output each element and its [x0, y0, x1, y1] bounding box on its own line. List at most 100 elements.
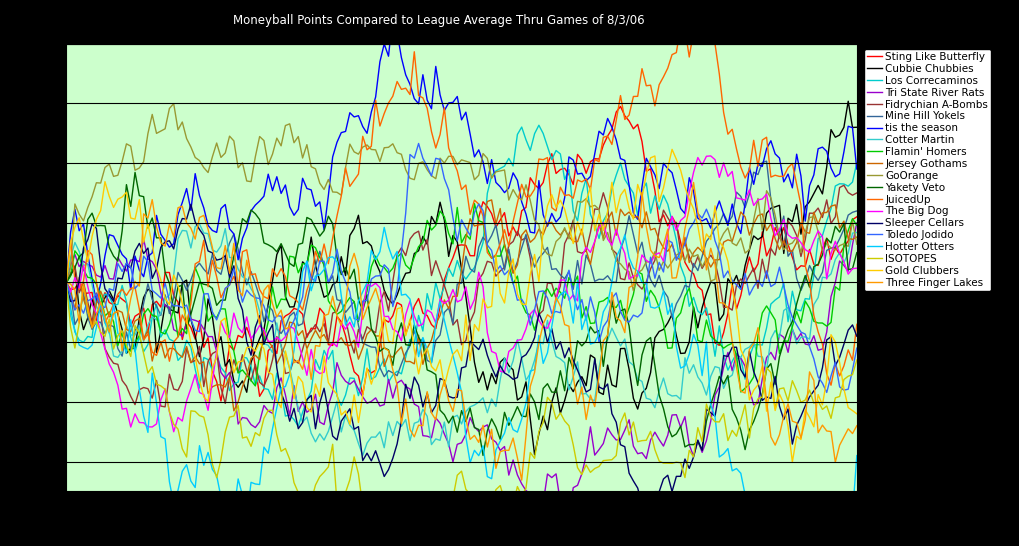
ISOTOPES — [601, 457, 613, 464]
Cubbie Chubbies — [842, 98, 854, 104]
Fidrychian A-Bombs — [716, 304, 729, 311]
GoOrange — [231, 164, 244, 171]
JuicedUp — [231, 288, 244, 294]
Three Finger Lakes — [601, 332, 613, 339]
Los Correcaminos — [532, 122, 544, 128]
Flamin' Homers — [468, 200, 480, 207]
Tri State River Rats — [850, 219, 862, 226]
Cotter Martin — [231, 266, 244, 272]
Cubbie Chubbies — [390, 292, 403, 298]
Line: Gold Clubbers: Gold Clubbers — [66, 150, 856, 462]
Three Finger Lakes — [721, 305, 734, 311]
Los Correcaminos — [231, 379, 244, 385]
Yakety Veto — [128, 169, 141, 176]
Hotter Otters — [395, 292, 408, 298]
Fidrychian A-Bombs — [395, 245, 408, 251]
Line: Cotter Martin: Cotter Martin — [66, 224, 856, 455]
Gold Clubbers — [231, 359, 244, 365]
Los Correcaminos — [227, 381, 239, 387]
GoOrange — [601, 229, 613, 236]
The Big Dog — [721, 173, 734, 180]
Hotter Otters — [601, 300, 613, 307]
The Big Dog — [60, 279, 72, 286]
Sleeper Cellars — [60, 279, 72, 286]
Los Correcaminos — [721, 367, 734, 373]
Sting Like Butterfly — [395, 302, 408, 308]
tis the season — [236, 235, 249, 242]
Line: Jersey Gothams: Jersey Gothams — [66, 200, 856, 411]
Line: GoOrange: GoOrange — [66, 104, 856, 290]
GoOrange — [167, 100, 179, 107]
Sting Like Butterfly — [613, 103, 626, 110]
Yakety Veto — [236, 215, 249, 222]
Mine Hill Yokels — [760, 158, 772, 164]
GoOrange — [395, 151, 408, 158]
Toledo Jodido — [390, 286, 403, 293]
Fidrychian A-Bombs — [837, 182, 849, 188]
tis the season — [605, 124, 618, 130]
Flamin' Homers — [734, 389, 746, 395]
Tri State River Rats — [60, 279, 72, 286]
JuicedUp — [850, 321, 862, 328]
Los Correcaminos — [60, 279, 72, 286]
Toledo Jodido — [716, 275, 729, 281]
Tri State River Rats — [390, 379, 403, 386]
Sting Like Butterfly — [236, 334, 249, 341]
Sting Like Butterfly — [721, 310, 734, 317]
tis the season — [721, 222, 734, 229]
Legend: Sting Like Butterfly, Cubbie Chubbies, Los Correcaminos, Tri State River Rats, F: Sting Like Butterfly, Cubbie Chubbies, L… — [863, 49, 990, 291]
ISOTOPES — [227, 413, 239, 419]
Three Finger Lakes — [184, 225, 197, 232]
Los Correcaminos — [291, 423, 304, 430]
Los Correcaminos — [850, 159, 862, 166]
tis the season — [189, 170, 201, 177]
Three Finger Lakes — [60, 279, 72, 286]
Cotter Martin — [850, 229, 862, 236]
Fidrychian A-Bombs — [601, 204, 613, 210]
Toledo Jodido — [231, 279, 244, 286]
GoOrange — [236, 159, 249, 166]
Sleeper Cellars — [184, 201, 197, 207]
ISOTOPES — [60, 279, 72, 286]
Cotter Martin — [184, 245, 197, 251]
Toledo Jodido — [850, 345, 862, 352]
tis the season — [386, 11, 398, 18]
JuicedUp — [824, 382, 837, 389]
Cotter Martin — [399, 416, 412, 423]
Sleeper Cellars — [601, 381, 613, 387]
Cotter Martin — [721, 375, 734, 382]
Line: tis the season: tis the season — [66, 15, 856, 302]
Line: Fidrychian A-Bombs: Fidrychian A-Bombs — [66, 185, 856, 407]
Cubbie Chubbies — [601, 362, 613, 369]
Yakety Veto — [477, 452, 489, 459]
Flamin' Homers — [231, 370, 244, 376]
tis the season — [60, 279, 72, 286]
ISOTOPES — [850, 357, 862, 363]
Gold Clubbers — [786, 459, 798, 465]
GoOrange — [721, 224, 734, 231]
Jersey Gothams — [395, 343, 408, 350]
Jersey Gothams — [227, 407, 239, 414]
Jersey Gothams — [721, 236, 734, 243]
Gold Clubbers — [390, 306, 403, 312]
GoOrange — [60, 279, 72, 286]
Toledo Jodido — [412, 140, 424, 147]
Cotter Martin — [60, 279, 72, 286]
Fidrychian A-Bombs — [236, 352, 249, 358]
Mine Hill Yokels — [60, 279, 72, 286]
Tri State River Rats — [562, 513, 575, 519]
Gold Clubbers — [665, 146, 678, 153]
Flamin' Homers — [390, 254, 403, 260]
Sting Like Butterfly — [601, 133, 613, 139]
Cotter Martin — [357, 452, 369, 459]
Yakety Veto — [850, 250, 862, 256]
Three Finger Lakes — [850, 423, 862, 429]
Toledo Jodido — [60, 279, 72, 286]
Sting Like Butterfly — [184, 324, 197, 331]
Line: Three Finger Lakes: Three Finger Lakes — [66, 182, 856, 480]
Tri State River Rats — [231, 421, 244, 428]
Three Finger Lakes — [231, 287, 244, 293]
Line: Hotter Otters: Hotter Otters — [66, 228, 856, 546]
The Big Dog — [236, 329, 249, 336]
Cotter Martin — [605, 325, 618, 331]
